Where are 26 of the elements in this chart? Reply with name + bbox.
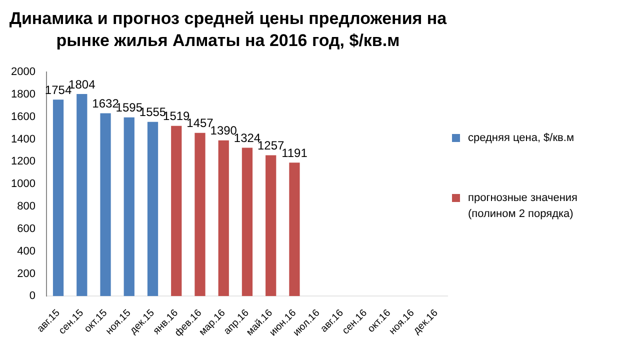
y-tick-label: 600 — [17, 222, 36, 235]
bar — [100, 113, 111, 296]
y-tick-label: 400 — [17, 245, 36, 258]
y-tick-label: 1400 — [10, 133, 36, 146]
bar — [266, 155, 276, 296]
y-tick-label: 800 — [17, 200, 36, 213]
bar — [124, 117, 134, 296]
y-tick-label: 2000 — [10, 66, 36, 78]
legend-label: прогнозные значения (полином 2 порядка) — [468, 191, 578, 222]
bar — [147, 122, 158, 296]
bar — [218, 140, 229, 296]
legend-label: средняя цена, $/кв.м — [468, 131, 574, 146]
bar — [171, 126, 182, 296]
chart-title: Динамика и прогноз средней цены предложения на рынке жилья Алматы на 2016 год, $/кв.м — [8, 8, 448, 52]
y-tick-label: 0 — [29, 290, 36, 302]
y-tick-label: 1000 — [10, 178, 36, 190]
bar — [76, 94, 88, 296]
bar — [242, 148, 253, 296]
y-tick-label: 1200 — [10, 156, 36, 168]
y-tick-label: 1800 — [10, 88, 36, 100]
y-tick-label: 1600 — [10, 110, 36, 123]
bar — [52, 100, 64, 296]
bar — [194, 132, 206, 296]
data-label: 1191 — [282, 146, 308, 160]
y-tick-label: 200 — [17, 268, 36, 280]
bar — [289, 162, 300, 296]
